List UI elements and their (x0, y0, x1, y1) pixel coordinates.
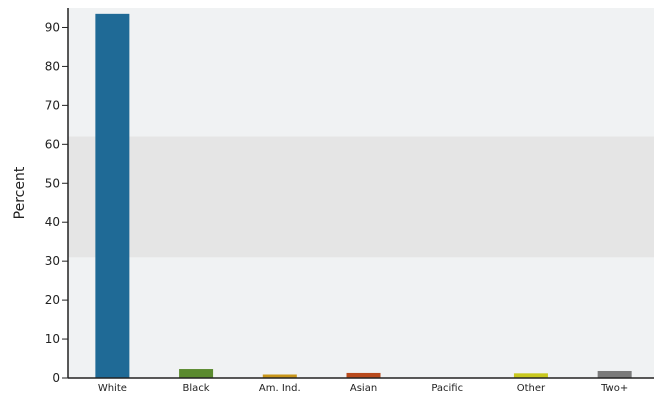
x-tick-label: Am. Ind. (259, 383, 301, 394)
bar-other (513, 373, 548, 378)
x-tick-label: Pacific (431, 383, 463, 394)
y-tick-label: 60 (45, 137, 60, 151)
bar-asian (346, 372, 381, 378)
y-tick-label: 50 (45, 176, 60, 190)
bar-am-ind (262, 374, 297, 378)
y-tick-label: 20 (45, 293, 60, 307)
x-tick-label: Two+ (600, 383, 628, 394)
y-axis: 0 10 20 30 40 50 60 70 80 90 (45, 8, 69, 385)
y-tick-label: 30 (45, 254, 60, 268)
y-tick-label: 40 (45, 215, 60, 229)
y-axis-title: Percent (12, 166, 28, 219)
y-tick-label: 0 (52, 371, 60, 385)
y-tick-label: 80 (45, 59, 60, 73)
x-axis: White Black Am. Ind. Asian Pacific Other Two+ (68, 377, 654, 394)
x-tick-label: Black (183, 383, 210, 394)
bar-black (179, 369, 214, 378)
bars-group (95, 13, 632, 379)
highlight-band (68, 136, 654, 258)
x-tick-label: White (98, 383, 127, 394)
y-tick-label: 90 (45, 20, 60, 34)
x-tick-label: Other (517, 383, 546, 394)
y-tick-label: 70 (45, 98, 60, 112)
y-tick-label: 10 (45, 332, 60, 346)
bar-white (95, 13, 130, 379)
bar-two (597, 370, 632, 378)
x-tick-label: Asian (350, 383, 377, 394)
